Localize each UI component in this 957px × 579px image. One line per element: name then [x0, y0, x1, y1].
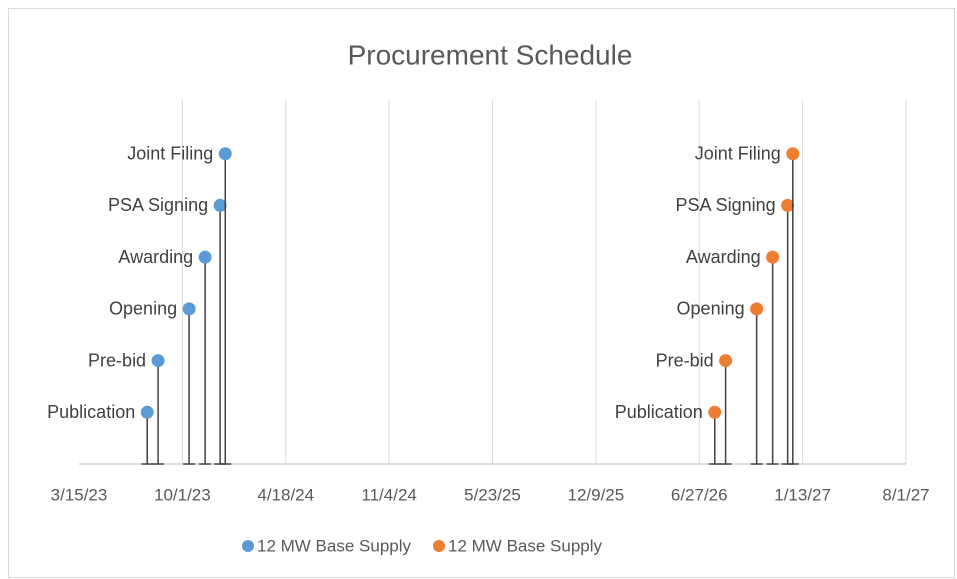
data-label: Awarding: [118, 247, 193, 267]
point: [151, 354, 165, 368]
point: [781, 198, 795, 212]
data-label: Awarding: [686, 247, 761, 267]
legend-marker: [242, 540, 254, 552]
data-label: Publication: [47, 402, 135, 422]
x-tick-label: 1/13/27: [774, 485, 831, 504]
point: [140, 405, 154, 419]
data-label: Publication: [615, 402, 703, 422]
data-label: PSA Signing: [676, 195, 776, 215]
point: [719, 354, 733, 368]
chart-title: Procurement Schedule: [348, 39, 633, 70]
point: [750, 302, 764, 316]
x-tick-label: 12/9/25: [568, 485, 625, 504]
legend-label: 12 MW Base Supply: [448, 536, 603, 555]
legend-label: 12 MW Base Supply: [257, 536, 412, 555]
point: [218, 147, 232, 161]
data-label: Opening: [677, 299, 745, 319]
data-label: Pre-bid: [656, 350, 714, 370]
data-label: Pre-bid: [88, 350, 146, 370]
point: [182, 302, 196, 316]
point: [198, 250, 212, 264]
x-tick-label: 5/23/25: [464, 485, 521, 504]
point: [786, 147, 800, 161]
data-label: Opening: [109, 299, 177, 319]
data-label: PSA Signing: [108, 195, 208, 215]
x-tick-label: 4/18/24: [257, 485, 314, 504]
point: [213, 198, 227, 212]
legend-marker: [433, 540, 446, 552]
x-tick-label: 8/1/27: [882, 485, 929, 504]
x-tick-label: 11/4/24: [361, 485, 416, 504]
x-tick-label: 6/27/26: [671, 485, 728, 504]
data-label: Joint Filing: [695, 143, 781, 163]
chart-border: [8, 8, 955, 578]
data-label: Joint Filing: [127, 143, 213, 163]
point: [766, 250, 780, 264]
point: [708, 405, 722, 419]
x-tick-label: 10/1/23: [154, 485, 211, 504]
x-tick-label: 3/15/23: [51, 485, 108, 504]
